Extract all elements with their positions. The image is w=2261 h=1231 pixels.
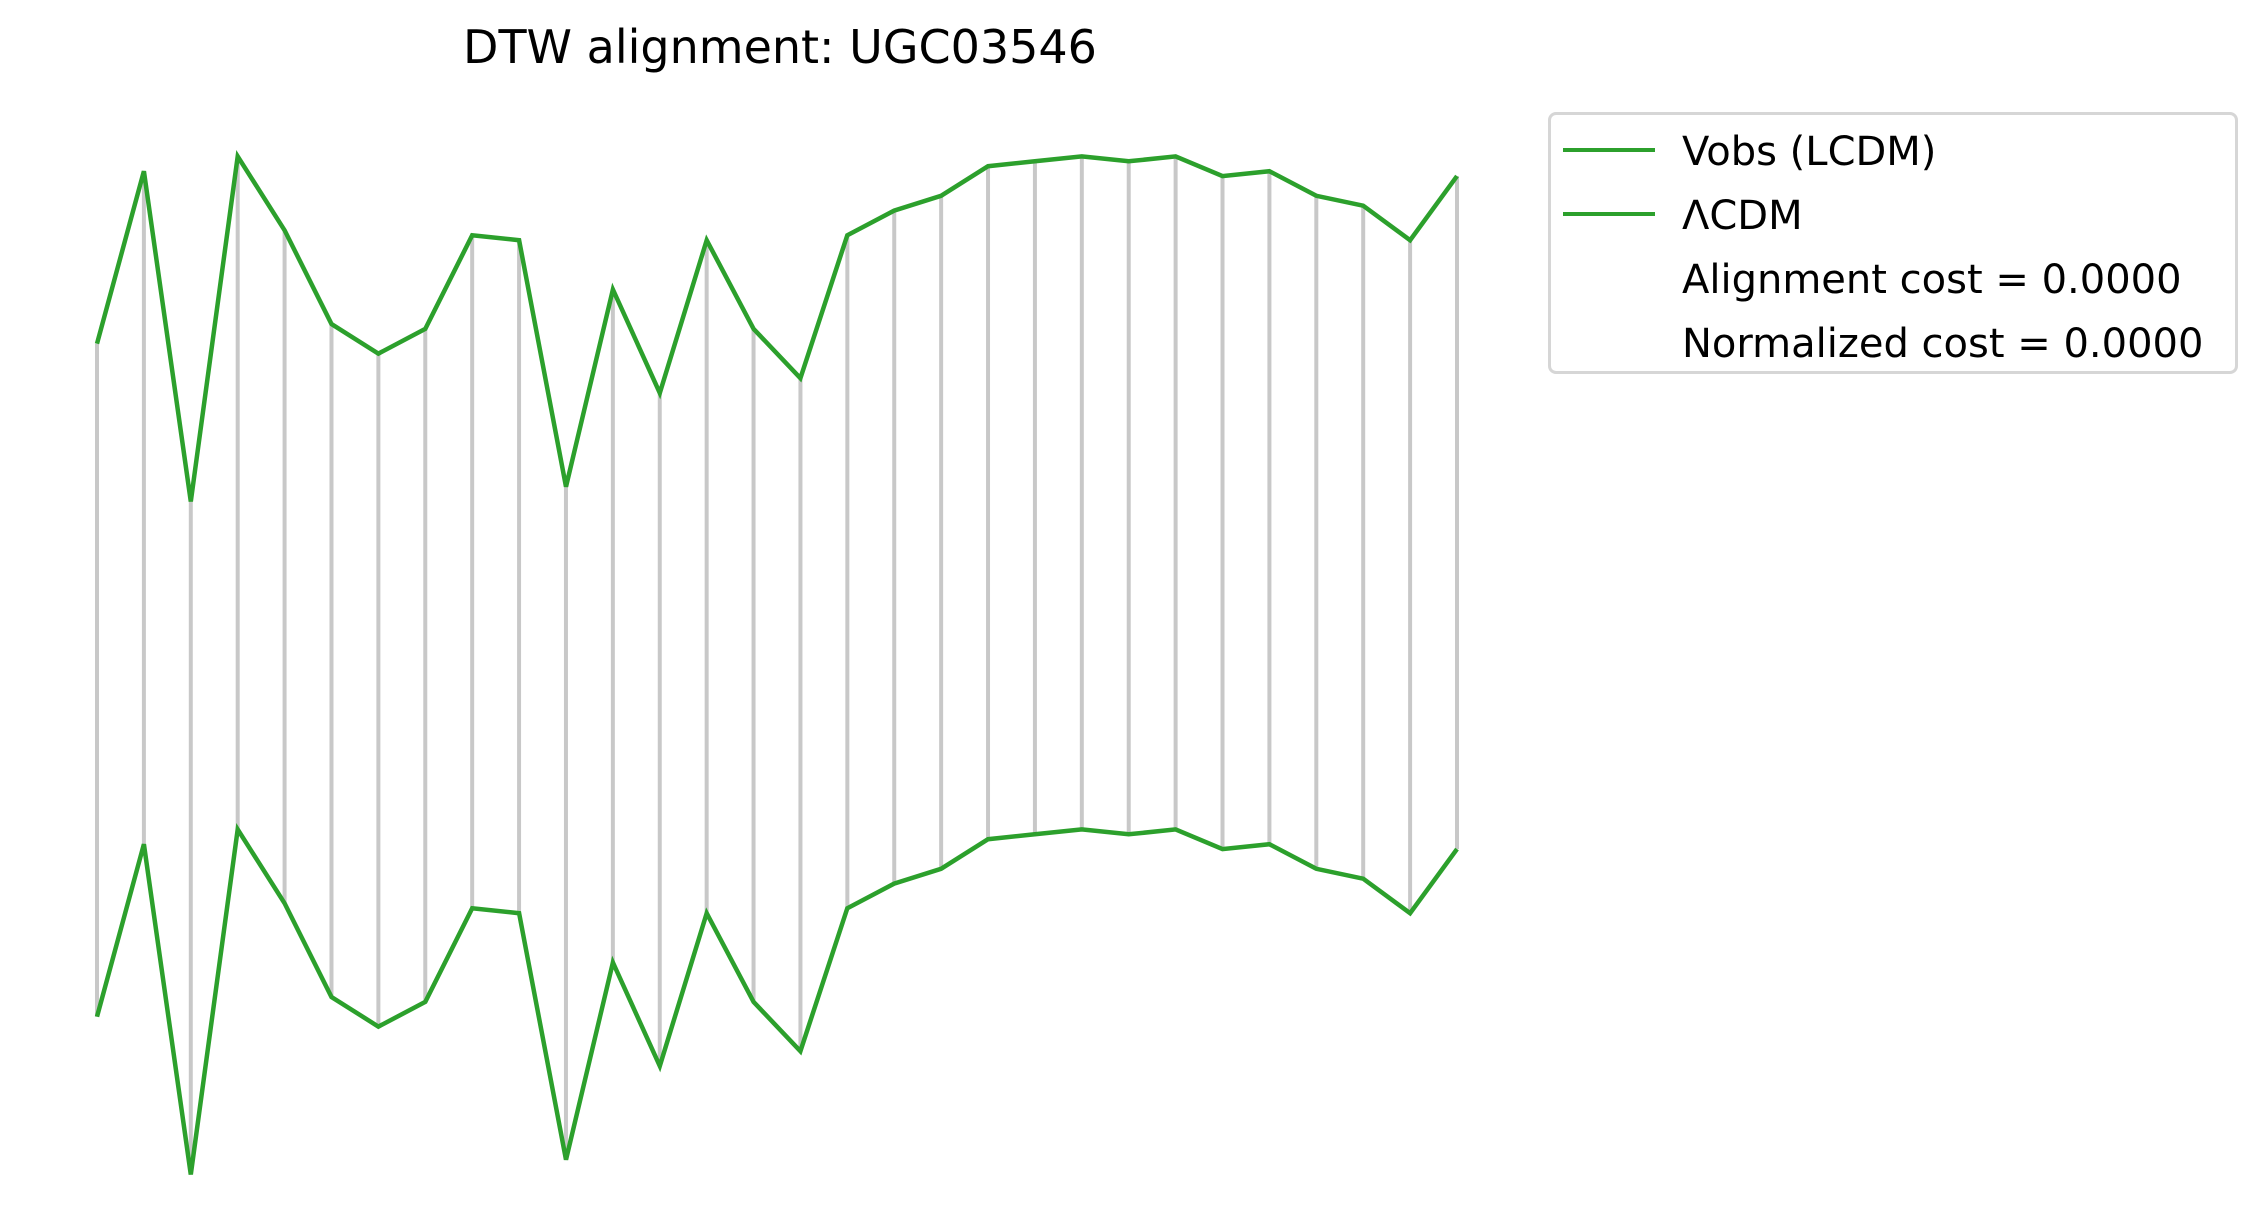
legend: Vobs (LCDM) ΛCDM Alignment cost = 0.0000… [1548, 112, 2238, 374]
chart-title: DTW alignment: UGC03546 [463, 20, 1097, 74]
legend-swatch-lcdm [1563, 212, 1655, 216]
alignment-cost-text: Alignment cost = 0.0000 [1682, 257, 2182, 303]
legend-label-vobs: Vobs (LCDM) [1682, 129, 1937, 175]
dtw-plot [94, 149, 1459, 1175]
normalized-cost-text: Normalized cost = 0.0000 [1682, 321, 2204, 367]
legend-label-lcdm: ΛCDM [1682, 193, 1803, 239]
series-line-lcdm [94, 822, 1459, 1175]
legend-swatch-vobs [1563, 148, 1655, 152]
series-line-vobs [94, 149, 1459, 502]
alignment-connectors [95, 156, 1459, 1175]
series-layer [94, 149, 1459, 1175]
